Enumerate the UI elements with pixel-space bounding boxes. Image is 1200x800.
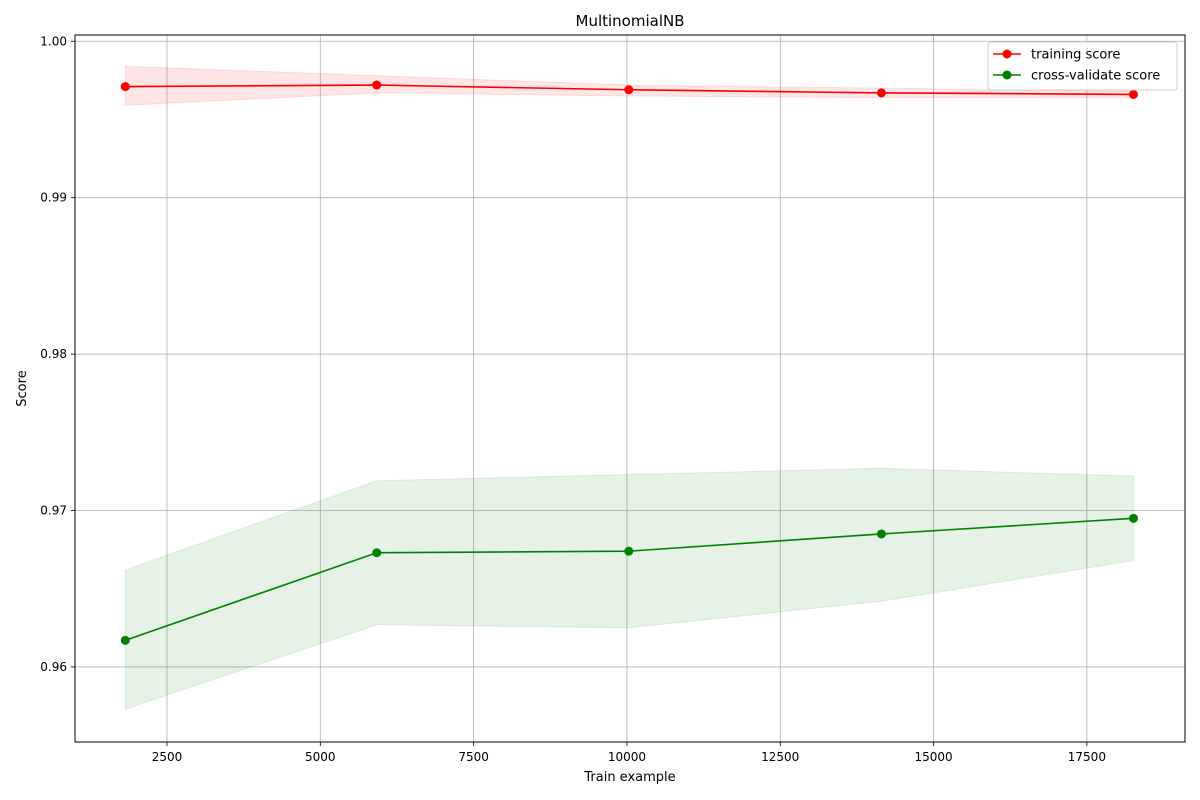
legend-0-label: training score [1031,48,1120,63]
legend-1-label: cross-validate score [1031,69,1160,84]
legend-box [987,41,1178,91]
series-0-point [1128,89,1138,99]
axis-ticks: 2500 5000 7500 10000 12500 15000 17500 0.96 0.97… [40,34,1106,764]
x-tick-label: 7500 [458,750,489,764]
legend-1-marker [1002,70,1012,80]
grid-lines [75,35,1185,742]
series-1-point [1128,513,1138,523]
legend: training score cross-validate score [987,41,1178,91]
series-0-point [624,85,634,95]
y-tick-label: 0.98 [40,347,67,361]
x-tick-label: 12500 [761,750,799,764]
series-1-point [876,529,886,539]
series-points [120,80,1138,645]
plot-frame [74,34,1186,743]
y-tick-label: 0.99 [40,191,67,205]
y-axis-label: Score [15,370,30,406]
x-tick-label: 17500 [1068,750,1106,764]
y-tick-label: 0.96 [40,660,67,674]
series-1-point [624,546,634,556]
series-0-point [120,82,130,92]
y-tick-label: 1.00 [40,34,67,48]
x-tick-label: 15000 [914,750,952,764]
series-1-band [124,467,1134,710]
x-tick-label: 5000 [305,750,336,764]
x-tick-label: 10000 [608,750,646,764]
legend-0-marker [1002,49,1012,59]
series-1-point [372,548,382,558]
chart-title: MultinomialNB [576,12,685,30]
series-0-point [876,88,886,98]
x-axis-label: Train example [583,770,675,785]
x-tick-label: 2500 [152,750,183,764]
series-0-point [372,80,382,90]
series-1-point [120,635,130,645]
y-tick-label: 0.97 [40,504,67,518]
